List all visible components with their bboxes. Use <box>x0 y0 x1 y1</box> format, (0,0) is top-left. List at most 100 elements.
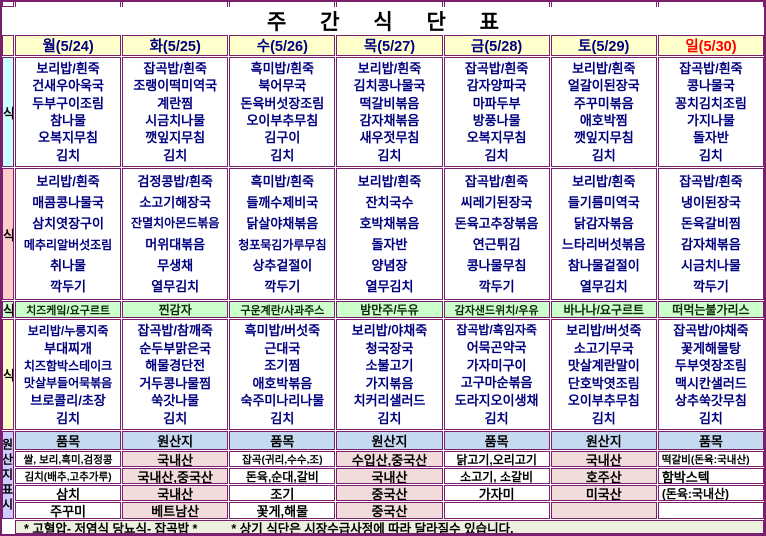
menu-item: 오복지무침 <box>38 130 98 146</box>
menu-item: 청포묵김가루무침 <box>238 237 327 252</box>
menu-item: 조기찜 <box>264 358 301 374</box>
menu-item: 맥시칸샐러드 <box>675 375 747 391</box>
menu-cell-dinner-day3: 보리밥/야채죽 청국장국 소불고기 가지볶음 치커리샐러드 김치 <box>336 319 443 430</box>
side-label-text: 조식 <box>3 105 14 121</box>
origin-item-cell: 꽃게,해물 <box>229 502 336 519</box>
side-label-snack: 간식 <box>2 301 14 318</box>
menu-item: 양념장 <box>371 258 408 273</box>
origin-origin-cell <box>550 502 657 519</box>
top-strip-cell <box>15 2 122 7</box>
origin-origin-cell: 미국산 <box>550 485 657 501</box>
menu-item: 애호박볶음 <box>252 375 313 391</box>
origin-origin-cell: 중국산 <box>336 485 443 501</box>
origin-origin-cell: 중국산 <box>336 502 443 519</box>
side-label-lunch: 중식 <box>2 168 14 300</box>
menu-item: 들기름미역국 <box>567 195 640 210</box>
menu-cell-breakfast-day0: 보리밥/흰죽 건새우아욱국 두부구이조림 참나물 오복지무침 김치 <box>15 57 122 167</box>
menu-cell-lunch-day6: 잡곡밥/흰죽 냉이된장국 돈육갈비찜 감자채볶음 시금치나물 깍두기 <box>657 168 764 300</box>
menu-item: 김치 <box>484 410 509 426</box>
origin-item-cell: 쌀, 보리,흑미,검정콩 <box>15 451 122 467</box>
menu-item: 맛살계란말이 <box>567 358 640 374</box>
origin-item-cell: 가자미 <box>443 485 550 501</box>
day-header-1: 화(5/25) <box>122 35 229 56</box>
menu-item: 김치 <box>56 147 81 163</box>
menu-item: 깻잎지무침 <box>573 130 634 146</box>
snack-cell-day6: 떠먹는불가리스 <box>657 301 764 318</box>
day-header-4: 금(5/28) <box>443 35 550 56</box>
menu-item: 떡갈비볶음 <box>359 95 420 111</box>
menu-item: 감자채볶음 <box>359 113 420 129</box>
menu-item: 북어무국 <box>258 78 307 94</box>
menu-item: 돌자반 <box>371 237 408 252</box>
menu-item: 삼치엿장구이 <box>32 216 104 232</box>
menu-item: 두부구이조림 <box>32 95 104 111</box>
menu-cell-lunch-day3: 보리밥/흰죽 잔치국수 호박채볶음 돌자반 양념장 열무김치 <box>336 168 443 300</box>
origin-header-6: 품목 <box>657 431 764 450</box>
menu-item: 근대국 <box>264 340 301 356</box>
menu-item: 새우젓무침 <box>359 130 420 146</box>
origin-header-4: 품목 <box>443 431 550 450</box>
menu-item: 잡곡밥/야채죽 <box>673 323 749 339</box>
menu-item: 보리밥/버섯죽 <box>566 323 642 339</box>
origin-item-cell: 함박스텍 <box>657 468 764 484</box>
menu-item: 김치 <box>163 410 188 426</box>
menu-item: 소고기해장국 <box>139 195 212 211</box>
menu-item: 돈육버섯장조림 <box>240 95 325 111</box>
menu-cell-breakfast-day1: 잡곡밥/흰죽 조랭이떡미역국 계란찜 시금치나물 깻잎지무침 김치 <box>122 57 229 167</box>
origin-item-cell: 소고기, 소갈비 <box>443 468 550 484</box>
top-strip-cell <box>550 2 657 7</box>
menu-item: 들깨수제비국 <box>246 195 319 211</box>
menu-item: 가지나물 <box>687 113 735 129</box>
page-title: 주 간 식 단 표 <box>2 8 764 34</box>
menu-item: 잔멸치아몬드볶음 <box>131 216 220 231</box>
menu-item: 연근튀김 <box>472 237 521 252</box>
menu-item: 마파두부 <box>472 95 521 111</box>
footer-spacer <box>2 520 14 534</box>
menu-item: 씨레기된장국 <box>460 195 533 210</box>
menu-cell-lunch-day5: 보리밥/흰죽 들기름미역국 닭감자볶음 느타리버섯볶음 참나물겉절이 열무김치 <box>550 168 657 300</box>
menu-item: 깻잎지무침 <box>145 130 206 146</box>
menu-item: 상추겉절이 <box>252 257 313 273</box>
side-label-text: 간식 <box>3 303 14 318</box>
menu-item: 콩나물국 <box>687 78 735 94</box>
menu-item: 김치 <box>270 410 295 426</box>
menu-item: 시금치나물 <box>145 113 206 129</box>
menu-item: 거두콩나물찜 <box>139 375 212 391</box>
menu-item: 잡곡밥/흰죽 <box>143 61 207 77</box>
origin-header-5: 원산지 <box>550 431 657 450</box>
day-header-6: 일(5/30) <box>657 35 764 56</box>
menu-item: 김치 <box>163 147 188 163</box>
origin-origin-cell: 호주산 <box>550 468 657 484</box>
origin-item-cell <box>657 502 764 519</box>
menu-item: 보리밥/흰죽 <box>357 61 422 77</box>
origin-item-cell <box>443 502 550 519</box>
menu-item: 깍두기 <box>264 278 301 294</box>
menu-item: 열무김치 <box>151 278 200 294</box>
origin-origin-cell: 국내산 <box>122 451 229 467</box>
menu-item: 브로콜리/초장 <box>30 392 106 408</box>
top-strip-cell <box>122 2 229 7</box>
menu-cell-dinner-day1: 잡곡밥/참깨죽 순두부맑은국 해물경단전 거두콩나물찜 쑥갓나물 김치 <box>122 319 229 430</box>
menu-cell-lunch-day0: 보리밥/흰죽 매콤콩나물국 삼치엿장구이 메추리알버섯조림 취나물 깍두기 <box>15 168 122 300</box>
menu-item: 청국장국 <box>365 340 414 356</box>
snack-cell-day1: 찐감자 <box>122 301 229 318</box>
menu-item: 감자채볶음 <box>681 237 741 252</box>
menu-item: 애호박찜 <box>579 113 628 129</box>
menu-item: 메추리알버섯조림 <box>23 237 113 252</box>
menu-item: 오이부추무침 <box>246 113 319 129</box>
menu-item: 냉이된장국 <box>681 195 741 210</box>
menu-item: 잡곡밥/흰죽 <box>679 174 743 189</box>
origin-item-cell: 잡곡(귀리,수수,조) <box>229 451 336 467</box>
menu-item: 돌자반 <box>692 130 729 146</box>
menu-item: 호박채볶음 <box>359 216 420 231</box>
origin-item-cell: 닭고기,오리고기 <box>443 451 550 467</box>
menu-item: 잔치국수 <box>365 195 414 210</box>
menu-item: 두부엿장조림 <box>675 358 747 374</box>
side-label-text: 중식 <box>3 227 14 243</box>
menu-item: 닭감자볶음 <box>573 216 634 231</box>
menu-item: 깍두기 <box>478 279 515 294</box>
origin-item-cell: 삼치 <box>15 485 122 501</box>
menu-cell-lunch-day4: 잡곡밥/흰죽 씨레기된장국 돈육고추장볶음 연근튀김 콩나물무침 깍두기 <box>443 168 550 300</box>
menu-cell-lunch-day2: 흑미밥/흰죽 들깨수제비국 닭살야채볶음 청포묵김가루무침 상추겉절이 깍두기 <box>229 168 336 300</box>
menu-cell-breakfast-day5: 보리밥/흰죽 얼갈이된장국 주꾸미볶음 애호박찜 깻잎지무침 김치 <box>550 57 657 167</box>
